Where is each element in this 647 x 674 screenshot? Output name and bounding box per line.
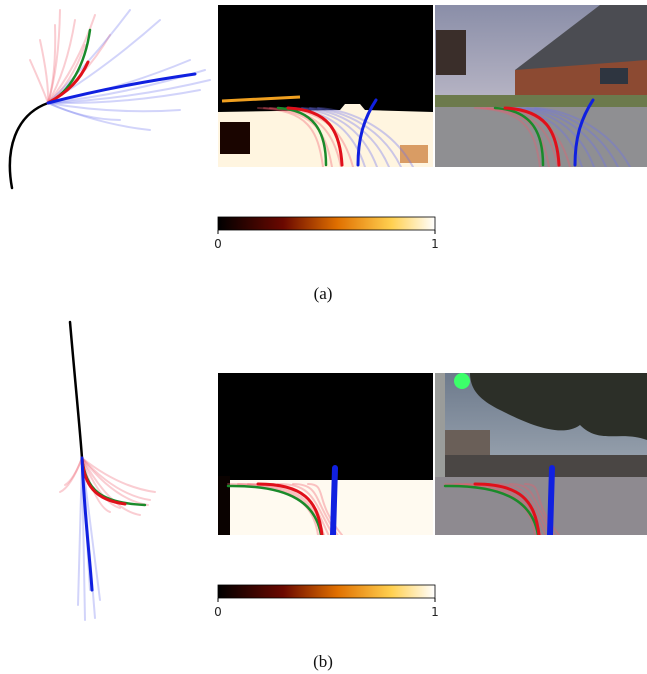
camera-image (435, 373, 647, 535)
window (600, 68, 628, 84)
colorbar-max: 1 (431, 237, 439, 251)
grass (435, 95, 647, 107)
past-path (70, 322, 82, 458)
sign (436, 30, 466, 75)
candidate-path (48, 103, 150, 130)
trajectory-plot (60, 322, 155, 620)
wall (445, 455, 647, 477)
colorbar-max: 1 (431, 605, 439, 619)
heatmap-dark (220, 122, 250, 154)
camera-image (435, 5, 647, 167)
predicted-path (333, 468, 335, 535)
colorbar-min: 0 (214, 605, 222, 619)
candidate-path (78, 458, 82, 605)
colorbar (218, 585, 435, 598)
figure: 0 1 (a) 0 1 (b) (0, 0, 647, 674)
heatmap (218, 373, 433, 535)
trajectory-plot (10, 10, 210, 188)
colorbar (218, 217, 435, 230)
predicted-path (550, 468, 552, 535)
traffic-light (454, 373, 470, 389)
caption-label: (b) (313, 652, 333, 671)
colorbar-min: 0 (214, 237, 222, 251)
past-path (10, 103, 48, 188)
heatmap (218, 5, 433, 167)
caption-label: (a) (314, 284, 333, 303)
candidate-path (60, 458, 82, 492)
